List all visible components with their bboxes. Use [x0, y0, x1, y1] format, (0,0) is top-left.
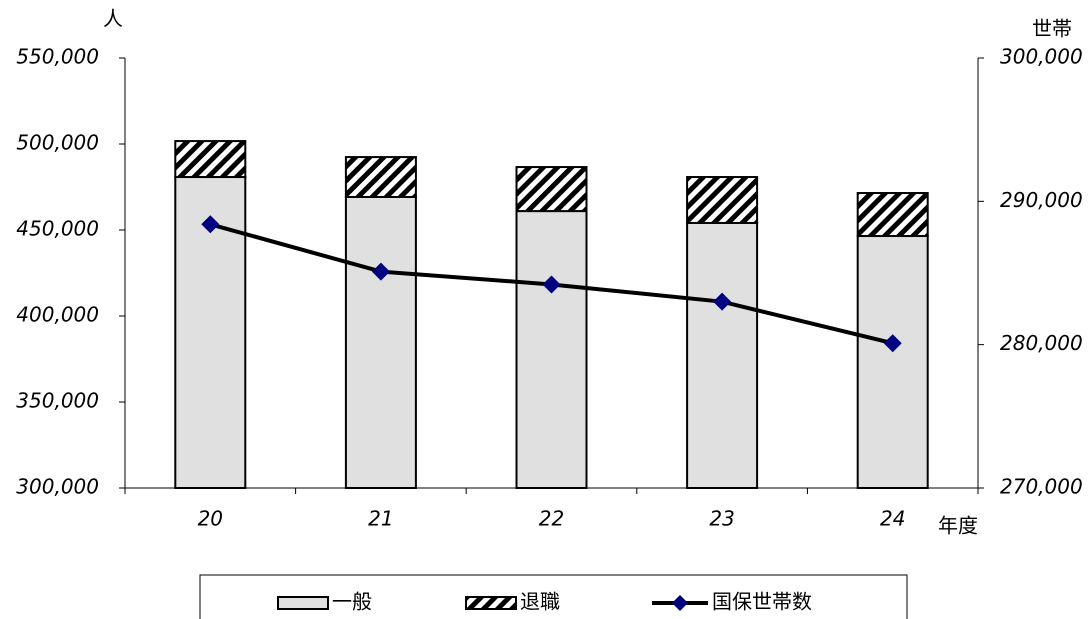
marker	[201, 215, 220, 234]
x-axis-label: 年度	[938, 514, 978, 538]
y-tick-label: 450,000	[16, 217, 99, 241]
y2-tick-label: 280,000	[1000, 331, 1083, 355]
y-tick-label: 500,000	[16, 131, 99, 155]
x-tick-label: 23	[709, 507, 734, 531]
marker	[883, 334, 902, 353]
y-tick-label: 350,000	[16, 389, 99, 413]
legend-swatch	[277, 596, 329, 610]
x-tick-label: 21	[368, 507, 393, 531]
bar	[515, 166, 588, 213]
legend-label: 一般	[332, 590, 372, 614]
bar	[515, 210, 588, 490]
legend-label: 国保世帯数	[712, 590, 812, 614]
bar	[686, 176, 759, 224]
y-tick-label: 550,000	[16, 45, 99, 69]
y-axis-unit: 人	[103, 7, 123, 31]
bar	[344, 195, 417, 489]
x-tick-label: 24	[880, 507, 905, 531]
legend-label: 退職	[520, 590, 560, 614]
marker	[542, 275, 561, 294]
y-tick-label: 400,000	[16, 303, 99, 327]
legend-swatch	[465, 596, 517, 610]
y-tick-label: 300,000	[16, 475, 99, 499]
marker	[371, 262, 390, 281]
bar	[856, 235, 929, 489]
marker	[713, 292, 732, 311]
bar	[174, 140, 247, 179]
y2-tick-label: 290,000	[1000, 188, 1083, 212]
y2-tick-label: 270,000	[1000, 475, 1083, 499]
legend-swatch	[672, 595, 688, 611]
y2-tick-label: 300,000	[1000, 45, 1083, 69]
bar	[856, 192, 929, 238]
y2-axis-unit: 世帯	[1032, 17, 1072, 41]
bar	[344, 156, 417, 198]
x-tick-label: 20	[198, 507, 223, 531]
x-tick-label: 22	[539, 507, 564, 531]
bar	[686, 221, 759, 489]
